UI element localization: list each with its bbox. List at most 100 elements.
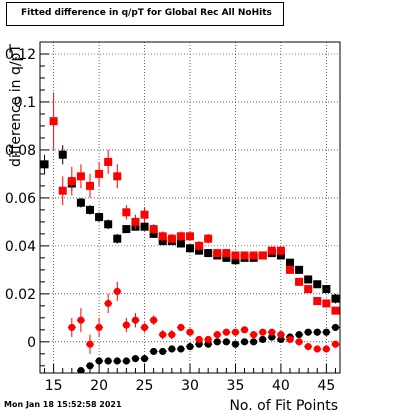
- chart-title-box: Fitted difference in q/pT for Global Rec…: [6, 2, 284, 26]
- data-point: [186, 328, 194, 336]
- data-point: [313, 345, 321, 353]
- chart-title: Fitted difference in q/pT for Global Rec…: [21, 8, 272, 18]
- data-point: [286, 265, 294, 274]
- data-point: [240, 326, 249, 334]
- data-point: [159, 347, 167, 356]
- data-point: [195, 335, 203, 344]
- data-point: [322, 328, 330, 336]
- data-point: [331, 340, 340, 348]
- data-point: [222, 253, 231, 262]
- data-point: [268, 328, 276, 336]
- x-tick-label: 20: [90, 378, 108, 394]
- data-point: [140, 355, 149, 363]
- data-point: [249, 251, 258, 260]
- data-point: [259, 335, 267, 344]
- data-point: [331, 294, 340, 303]
- data-point: [331, 306, 340, 315]
- y-tick-label: 0: [27, 335, 36, 351]
- data-point: [150, 347, 158, 356]
- data-point: [295, 338, 303, 346]
- data-point: [240, 338, 249, 346]
- data-point: [76, 172, 85, 181]
- data-point: [295, 277, 304, 286]
- data-point: [159, 331, 167, 339]
- x-tick-label: 15: [45, 378, 63, 394]
- data-point: [213, 338, 221, 346]
- data-point: [250, 331, 258, 339]
- data-point: [231, 340, 240, 348]
- y-tick-label: 0.02: [5, 287, 36, 303]
- data-point: [77, 316, 85, 324]
- data-point: [176, 232, 185, 241]
- data-point: [204, 249, 213, 258]
- data-marks: [40, 92, 340, 373]
- data-point: [58, 186, 67, 195]
- data-point: [140, 323, 149, 332]
- data-point: [250, 338, 258, 346]
- data-point: [122, 321, 130, 329]
- data-point: [195, 241, 204, 250]
- data-point: [68, 323, 76, 332]
- x-tick-label: 40: [272, 378, 290, 394]
- data-point: [286, 258, 294, 267]
- data-point: [86, 205, 94, 214]
- data-point: [168, 331, 176, 339]
- data-point: [122, 225, 131, 234]
- y-tick-label: 0.08: [5, 143, 36, 159]
- data-point: [322, 345, 330, 353]
- data-point: [58, 150, 67, 159]
- data-point: [95, 213, 104, 222]
- data-point: [40, 160, 49, 169]
- x-tick-label: 30: [181, 378, 199, 394]
- data-point: [276, 251, 285, 260]
- y-tick-label: 0.12: [5, 47, 36, 63]
- data-point: [186, 244, 194, 253]
- data-point: [186, 343, 194, 351]
- data-point: [150, 316, 158, 324]
- data-point: [113, 357, 121, 365]
- data-point: [122, 357, 130, 365]
- series-1: [49, 92, 340, 315]
- data-point: [131, 355, 140, 363]
- data-point: [304, 275, 313, 284]
- data-point: [276, 246, 285, 255]
- data-point: [222, 249, 231, 258]
- data-point: [104, 157, 113, 166]
- data-point: [149, 225, 158, 234]
- data-point: [140, 210, 149, 219]
- data-point: [168, 345, 176, 353]
- data-point: [95, 323, 103, 332]
- data-point: [177, 323, 185, 332]
- data-point: [295, 265, 304, 274]
- data-point: [259, 328, 267, 336]
- y-tick-label: 0.04: [5, 239, 36, 255]
- data-point: [313, 328, 321, 336]
- data-point: [67, 177, 76, 186]
- data-point: [95, 357, 103, 365]
- data-point: [295, 331, 303, 339]
- data-point: [304, 343, 312, 351]
- y-tick-label: 0.1: [14, 95, 36, 111]
- data-point: [104, 357, 112, 365]
- data-point: [95, 169, 104, 178]
- data-point: [304, 285, 313, 294]
- data-point: [131, 217, 140, 226]
- data-point: [222, 328, 230, 336]
- x-tick-label: 35: [227, 378, 245, 394]
- data-point: [231, 328, 240, 336]
- data-point: [86, 181, 94, 190]
- data-point: [113, 172, 122, 181]
- y-axis-label: difference in q/pT: [8, 44, 24, 167]
- axis-ticks: 15 20 25 30 35 40 45 0 0.02 0.04 0.06 0.08 0.1 0.12: [5, 47, 336, 394]
- data-point: [258, 251, 267, 260]
- data-point: [104, 220, 113, 229]
- data-point: [267, 246, 276, 255]
- date-stamp: Mon Jan 18 15:52:58 2021: [4, 400, 122, 409]
- x-axis-label: No. of Fit Points: [229, 398, 338, 414]
- data-point: [167, 234, 176, 243]
- data-point: [331, 323, 340, 332]
- data-point: [304, 328, 312, 336]
- data-point: [231, 251, 240, 260]
- data-point: [277, 331, 285, 339]
